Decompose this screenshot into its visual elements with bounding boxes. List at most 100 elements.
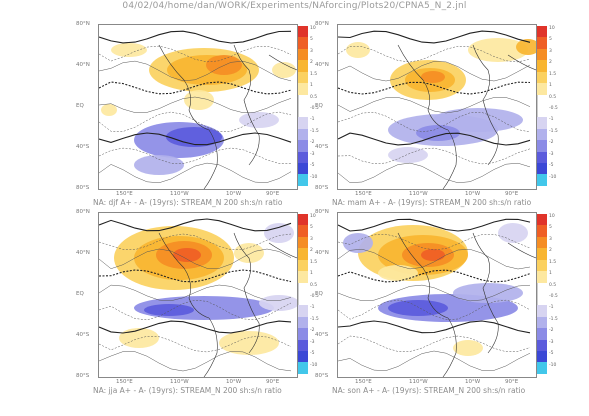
panel-caption: NA: jja A+ - A- (19yrs): STREAM_N 200 sh… — [93, 386, 282, 395]
positive-anomaly-4 — [421, 249, 445, 261]
negative-anomaly-11 — [264, 223, 294, 243]
heatmap-svg — [99, 218, 297, 377]
colorbar-swatch — [537, 339, 547, 352]
colorbar-swatch — [298, 271, 308, 283]
lat-tick-label: 40°N — [76, 62, 90, 68]
lon-tick-label: 90°E — [505, 191, 519, 197]
coastline-1 — [397, 44, 449, 131]
positive-anomaly-10 — [101, 104, 117, 116]
coastline-3 — [233, 44, 260, 166]
colorbar-swatch — [537, 225, 547, 237]
colorbar-swatch — [298, 351, 308, 363]
panel-caption: NA: son A+ - A- (19yrs): STREAM_N 200 sh… — [332, 386, 526, 395]
contour-line-4 — [338, 81, 531, 95]
colorbar-3 — [298, 214, 309, 374]
colorbar-tick-label: -1.5 — [549, 316, 558, 322]
positive-anomaly-3 — [421, 71, 445, 83]
lat-tick-label: 80°S — [76, 185, 90, 191]
colorbar-swatch — [298, 282, 309, 294]
colorbar-tick-label: 10 — [549, 26, 555, 31]
contour-line-2 — [338, 45, 531, 63]
colorbar-tick-label: 1 — [549, 83, 552, 89]
colorbar-swatch — [298, 225, 308, 237]
colorbar-tick-label: -10 — [549, 362, 557, 368]
colorbar-tick-label: -1.5 — [310, 316, 319, 322]
colorbar-swatch — [537, 163, 547, 175]
lat-tick-label: 40°S — [315, 144, 329, 150]
lon-tick-label: 10°W — [226, 379, 242, 385]
lat-tick-label: 40°N — [315, 250, 329, 256]
coastline-4 — [507, 54, 536, 71]
colorbar-swatch — [298, 151, 308, 164]
lon-tick-label: 90°E — [266, 379, 280, 385]
colorbar-tick-label: -0.5 — [549, 294, 558, 299]
page-title: 04/02/04/home/dan/WORK/Experiments/NAfor… — [122, 1, 467, 11]
lon-tick-label: 150°E — [355, 191, 372, 197]
colorbar-swatch — [537, 248, 547, 260]
coastline-2 — [203, 317, 218, 377]
colorbar-swatch — [537, 259, 547, 272]
colorbar-swatch — [537, 236, 547, 249]
colorbar-tick-label: -2 — [549, 328, 554, 334]
colorbar-1 — [298, 26, 309, 186]
colorbar-tick-label: -10 — [310, 362, 318, 368]
coastline-3 — [472, 232, 499, 354]
lat-tick-label: EQ — [315, 103, 323, 109]
negative-anomaly-9 — [134, 155, 184, 175]
positive-anomaly-11 — [378, 265, 418, 281]
positive-anomaly-8 — [119, 328, 159, 348]
colorbar-swatch — [537, 305, 547, 317]
colorbar-swatch — [298, 339, 308, 352]
colorbar-swatch — [537, 328, 547, 340]
colorbar-tick-label: -0.5 — [310, 106, 319, 111]
contour-line-4 — [338, 269, 531, 283]
colorbar-swatch — [537, 214, 547, 226]
colorbar-tick-label: 0.5 — [310, 282, 318, 288]
negative-anomaly-6 — [388, 300, 448, 316]
colorbar-swatch — [537, 140, 547, 152]
colorbar-swatch — [298, 37, 308, 49]
colorbar-tick-label: 1.5 — [549, 259, 557, 265]
colorbar-swatch — [298, 94, 309, 106]
colorbar-tick-label: -1 — [310, 305, 315, 311]
lat-tick-label: 80°S — [315, 373, 329, 379]
contour-line-3 — [338, 61, 531, 82]
contour-line-8 — [338, 335, 531, 352]
colorbar-tick-label: -10 — [310, 174, 318, 180]
lat-tick-label: 80°N — [315, 21, 329, 27]
colorbar-tick-label: 3 — [549, 236, 552, 242]
map-plot-2 — [337, 24, 537, 190]
lon-tick-label: 110°W — [409, 379, 428, 385]
contour-line-6 — [338, 112, 531, 133]
positive-anomaly-6 — [111, 43, 147, 57]
lat-tick-label: 40°N — [76, 250, 90, 256]
colorbar-swatch — [298, 174, 308, 186]
negative-anomaly-8 — [166, 127, 222, 147]
colorbar-tick-label: -3 — [549, 339, 554, 345]
contour-line-3 — [338, 248, 531, 270]
colorbar-tick-label: 0.5 — [310, 94, 318, 100]
colorbar-tick-label: -0.5 — [310, 294, 319, 299]
colorbar-swatch — [537, 71, 547, 84]
colorbar-tick-label: -10 — [549, 174, 557, 180]
positive-anomaly-5 — [272, 62, 296, 78]
contour-line-1 — [99, 218, 292, 232]
contour-line-3 — [99, 248, 292, 269]
map-plot-4 — [337, 212, 537, 378]
coastline-1 — [158, 232, 210, 319]
map-plot-1 — [98, 24, 298, 190]
colorbar-tick-label: 2 — [310, 248, 313, 254]
colorbar-swatch — [537, 174, 547, 186]
lon-tick-label: 90°E — [505, 379, 519, 385]
positive-anomaly-9 — [219, 331, 279, 355]
lat-tick-label: 40°S — [315, 332, 329, 338]
coastline-1 — [397, 232, 449, 319]
panel-caption: NA: djf A+ - A- (19yrs): STREAM_N 200 sh… — [93, 198, 283, 207]
colorbar-swatch — [298, 163, 308, 175]
colorbar-tick-label: -1 — [310, 117, 315, 123]
colorbar-tick-label: 2 — [310, 60, 313, 66]
colorbar-swatch — [298, 26, 308, 38]
negative-anomaly-7 — [453, 283, 523, 303]
lat-tick-label: 80°N — [315, 209, 329, 215]
coastline-3 — [233, 232, 260, 354]
